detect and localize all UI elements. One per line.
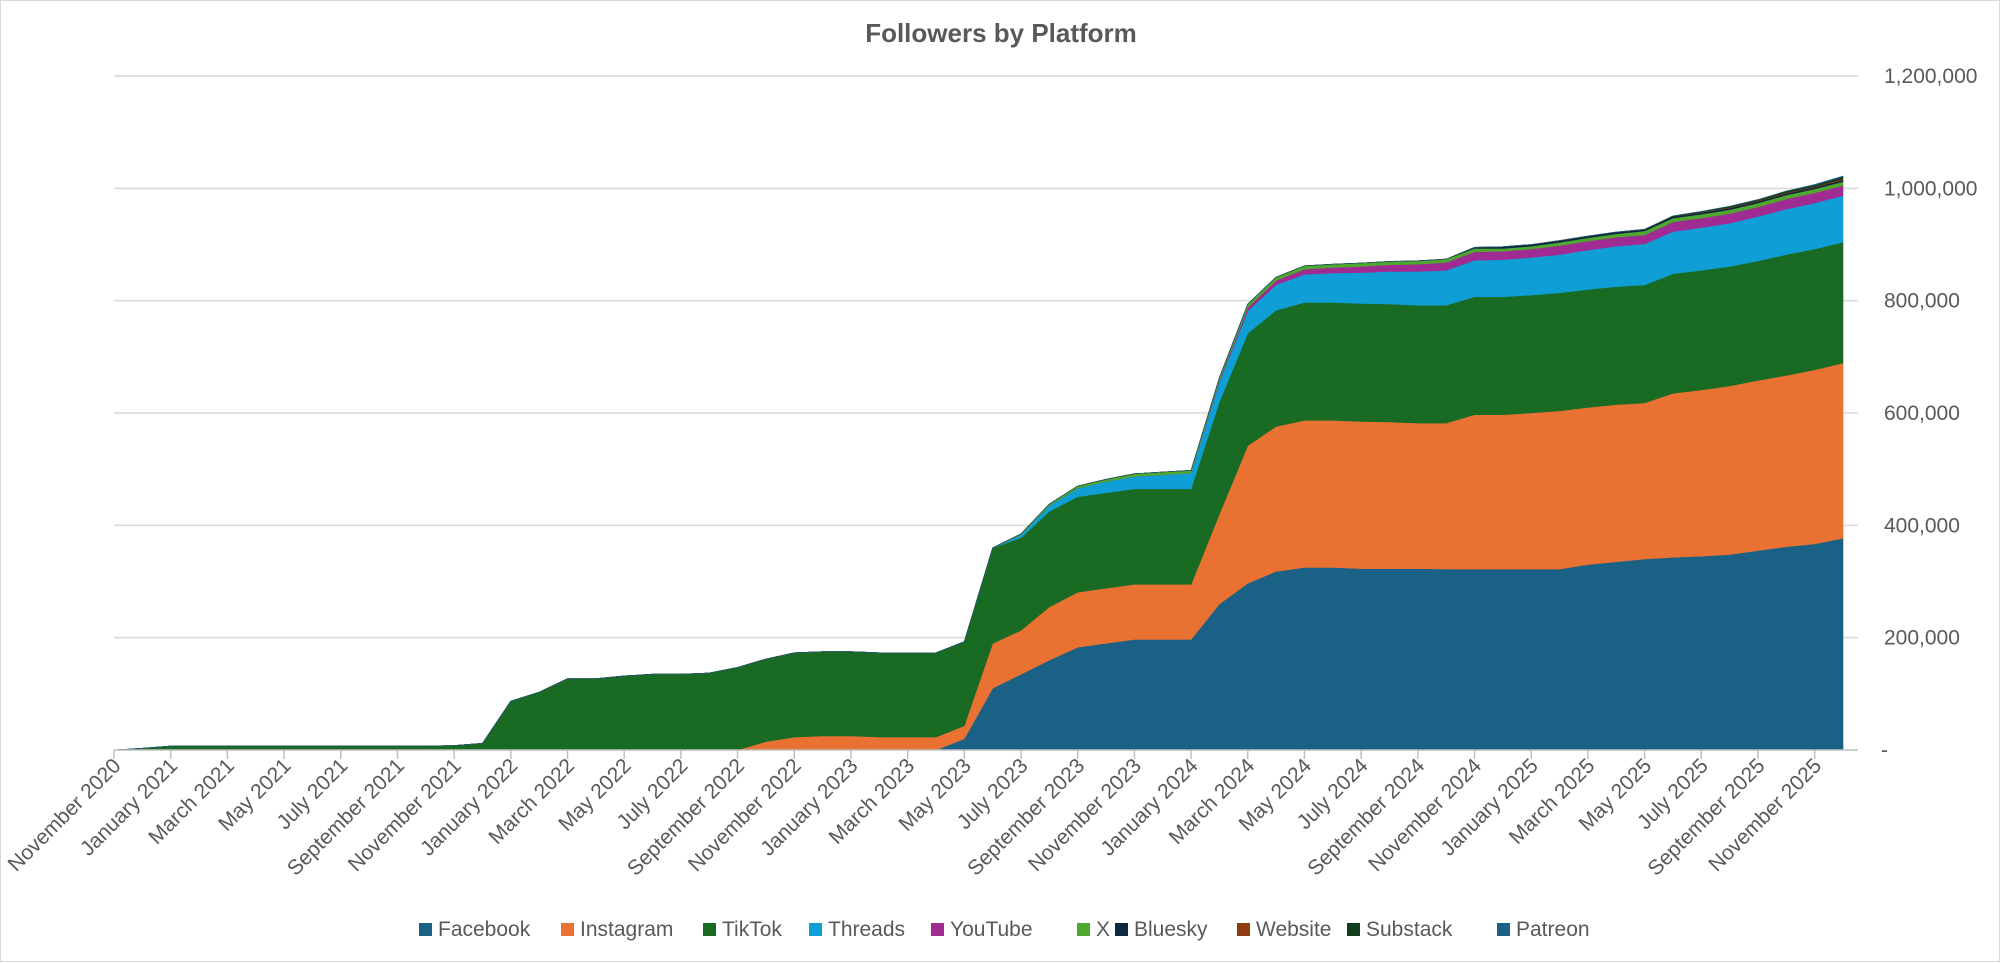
chart-title: Followers by Platform: [865, 18, 1137, 48]
legend-swatch: [1347, 923, 1360, 936]
y-tick-label: 800,000: [1884, 290, 1960, 313]
legend-label: Facebook: [438, 918, 531, 941]
legend-item-website: Website: [1237, 918, 1331, 941]
y-tick-label: -: [1881, 739, 1888, 762]
legend-swatch: [419, 923, 432, 936]
x-tick-label: January 2024: [1096, 754, 1202, 860]
legend-label: Substack: [1366, 918, 1453, 941]
y-tick-label: 1,000,000: [1884, 177, 1977, 200]
legend-swatch: [931, 923, 944, 936]
x-tick-label: January 2023: [756, 754, 862, 860]
legend-item-instagram: Instagram: [561, 918, 673, 941]
area-series-group: [113, 175, 1844, 751]
legend-swatch: [1237, 923, 1250, 936]
legend-item-youtube: YouTube: [931, 918, 1033, 941]
legend-swatch: [1497, 923, 1510, 936]
y-tick-label: 200,000: [1884, 627, 1960, 650]
legend: Facebook Instagram TikTok Threads YouTube X Bl…: [419, 918, 1590, 941]
legend-label: X: [1096, 918, 1110, 941]
x-axis: [113, 749, 1858, 759]
legend-swatch: [809, 923, 822, 936]
legend-label: YouTube: [950, 918, 1033, 941]
legend-item-x: X: [1077, 918, 1110, 941]
legend-label: Bluesky: [1134, 918, 1208, 941]
legend-swatch: [561, 923, 574, 936]
y-axis: - 200,000 400,000 600,000 800,000 1,000,000 1,…: [1881, 65, 1977, 762]
legend-label: TikTok: [722, 918, 782, 941]
legend-item-threads: Threads: [809, 918, 905, 941]
legend-item-bluesky: Bluesky: [1115, 918, 1208, 941]
legend-swatch: [1077, 923, 1090, 936]
y-tick-label: 600,000: [1884, 402, 1960, 425]
legend-item-facebook: Facebook: [419, 918, 531, 941]
x-tick-label: January 2025: [1436, 754, 1542, 860]
legend-swatch: [1115, 923, 1128, 936]
legend-item-tiktok: TikTok: [703, 918, 782, 941]
legend-label: Instagram: [580, 918, 673, 941]
legend-swatch: [703, 923, 716, 936]
legend-label: Website: [1256, 918, 1331, 941]
legend-label: Threads: [828, 918, 905, 941]
x-tick-label: January 2021: [76, 754, 182, 860]
y-tick-label: 400,000: [1884, 514, 1960, 537]
y-tick-label: 1,200,000: [1884, 65, 1977, 88]
legend-item-substack: Substack: [1347, 918, 1453, 941]
area-series-patreon: [113, 175, 1844, 751]
legend-item-patreon: Patreon: [1497, 918, 1590, 941]
x-tick-label: January 2022: [416, 754, 522, 860]
legend-label: Patreon: [1516, 918, 1590, 941]
